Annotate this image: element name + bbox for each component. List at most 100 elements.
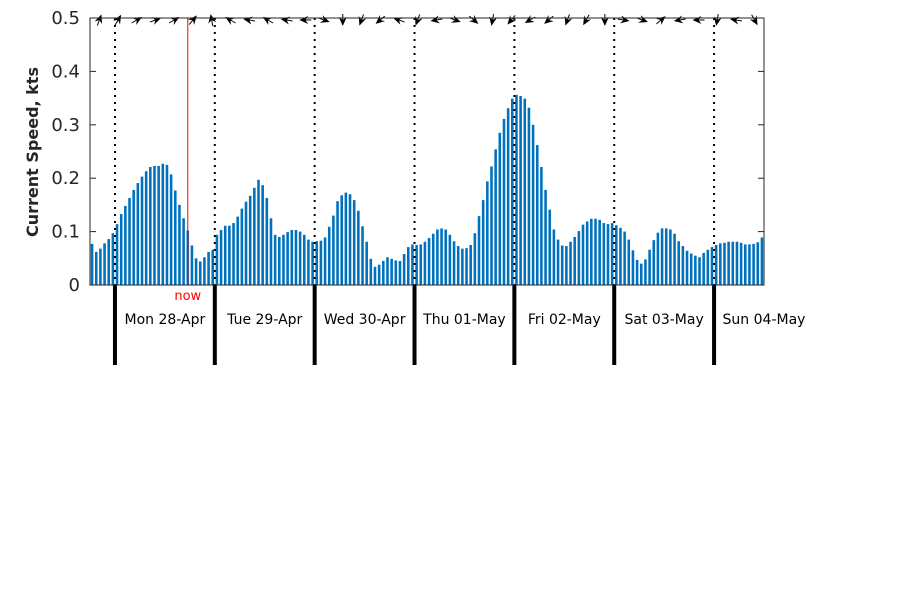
day-label: Mon 28-Apr bbox=[125, 312, 206, 328]
bar bbox=[577, 231, 581, 285]
bar bbox=[739, 242, 743, 285]
bar bbox=[369, 258, 373, 285]
bar bbox=[203, 257, 206, 285]
arrow-head bbox=[468, 15, 479, 24]
bar bbox=[660, 228, 664, 285]
bar bbox=[240, 208, 244, 285]
y-tick-label: 0.4 bbox=[51, 61, 80, 82]
bar bbox=[610, 223, 614, 285]
bar bbox=[411, 244, 414, 285]
bar bbox=[639, 263, 643, 285]
bar bbox=[265, 197, 269, 285]
bar bbox=[535, 145, 539, 285]
bar bbox=[315, 241, 319, 285]
bar bbox=[506, 108, 510, 285]
arrow-head bbox=[358, 15, 367, 26]
bar bbox=[452, 241, 456, 285]
direction-arrow bbox=[338, 14, 347, 26]
bar bbox=[606, 224, 610, 285]
bar bbox=[215, 234, 219, 285]
arrow-head bbox=[319, 15, 330, 23]
bar bbox=[178, 204, 181, 285]
y-tick-label: 0.1 bbox=[51, 222, 80, 243]
bar bbox=[278, 236, 281, 285]
bar bbox=[253, 187, 256, 285]
day-label: Sat 03-May bbox=[625, 312, 704, 328]
bar bbox=[556, 239, 560, 285]
bar bbox=[552, 229, 556, 285]
day-label: Sun 04-May bbox=[723, 312, 806, 328]
bar bbox=[548, 209, 552, 285]
bar bbox=[619, 227, 622, 285]
bar bbox=[681, 246, 685, 285]
bar bbox=[656, 232, 660, 285]
bar bbox=[706, 249, 710, 285]
direction-arrow bbox=[544, 15, 554, 24]
arrow-head bbox=[600, 17, 609, 26]
direction-arrow bbox=[507, 15, 517, 25]
bar bbox=[219, 229, 223, 285]
bar bbox=[494, 149, 497, 285]
bar bbox=[365, 241, 368, 285]
bar bbox=[190, 245, 194, 285]
bar bbox=[698, 257, 701, 285]
bar bbox=[382, 260, 385, 285]
bars-group bbox=[90, 94, 764, 286]
bar bbox=[440, 228, 443, 285]
direction-arrow bbox=[375, 15, 386, 24]
bar bbox=[427, 238, 431, 285]
bar bbox=[448, 234, 452, 285]
bar bbox=[340, 195, 343, 285]
direction-arrow bbox=[225, 17, 236, 25]
bar bbox=[481, 200, 485, 285]
x-axis: Mon 28-Apr Tue 29-Apr Wed 30-Apr Thu 01-May… bbox=[112, 285, 806, 365]
bar bbox=[519, 95, 522, 286]
day-label: Wed 30-Apr bbox=[324, 312, 406, 328]
bar bbox=[444, 229, 448, 285]
bar bbox=[664, 228, 668, 285]
bar bbox=[94, 251, 98, 285]
bar bbox=[594, 218, 597, 285]
bar bbox=[207, 251, 210, 285]
arrow-head bbox=[151, 17, 162, 25]
bar bbox=[477, 216, 481, 285]
direction-arrow bbox=[564, 14, 573, 26]
bar bbox=[394, 260, 398, 285]
arrow-head bbox=[489, 16, 497, 26]
bar bbox=[332, 215, 335, 285]
bar bbox=[157, 165, 160, 285]
arrow-head bbox=[730, 16, 740, 25]
bar bbox=[115, 224, 119, 285]
y-tick-label: 0.3 bbox=[51, 115, 80, 136]
day-divider-group bbox=[113, 18, 716, 285]
y-axis-label: Current Speed, kts bbox=[23, 67, 42, 237]
bar bbox=[282, 234, 285, 285]
y-axis: 0 0.1 0.2 0.3 0.4 0.5 bbox=[51, 8, 764, 296]
arrow-head bbox=[243, 16, 253, 25]
bar bbox=[273, 234, 277, 285]
bar bbox=[419, 244, 423, 285]
bar bbox=[486, 181, 489, 285]
bar bbox=[344, 192, 348, 285]
bar bbox=[174, 190, 177, 285]
bar bbox=[327, 226, 331, 285]
y-tick-label: 0.2 bbox=[51, 168, 80, 189]
bar bbox=[531, 124, 535, 285]
arrow-head bbox=[262, 17, 273, 25]
bar bbox=[286, 232, 289, 285]
bar bbox=[456, 246, 460, 285]
bar bbox=[153, 165, 156, 285]
arrow-head bbox=[94, 14, 103, 25]
bar bbox=[760, 237, 764, 285]
bar bbox=[361, 226, 364, 285]
bar bbox=[635, 259, 639, 285]
bar bbox=[377, 264, 381, 285]
bar bbox=[136, 183, 140, 285]
bar bbox=[465, 248, 468, 285]
bar bbox=[336, 201, 339, 285]
bar bbox=[748, 244, 751, 285]
bar bbox=[373, 266, 377, 285]
bar bbox=[473, 233, 477, 285]
bar bbox=[631, 250, 635, 285]
